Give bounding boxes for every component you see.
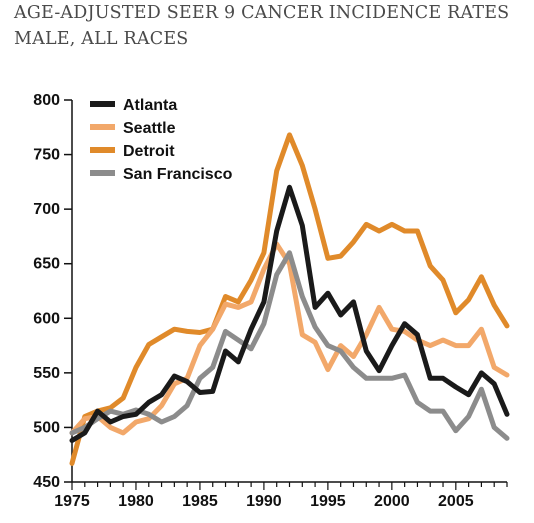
legend-label-detroit: Detroit: [123, 143, 175, 160]
legend-label-seattle: Seattle: [123, 120, 176, 137]
x-tick-label-1975: 1975: [54, 493, 90, 510]
chart-title-line-2: MALE, ALL RACES: [14, 29, 189, 49]
y-tick-label-600: 600: [33, 310, 60, 327]
y-tick-label-450: 450: [33, 474, 60, 491]
series-line-seattle: [69, 241, 510, 436]
legend-label-atlanta: Atlanta: [123, 97, 177, 114]
x-tick-label-1995: 1995: [310, 493, 346, 510]
series-line-san-francisco: [69, 250, 510, 441]
series-line-detroit: [69, 132, 510, 466]
chart-title-line-1: AGE-ADJUSTED SEER 9 CANCER INCIDENCE RAT…: [14, 3, 510, 23]
x-tick-label-2000: 2000: [374, 493, 410, 510]
x-tick-label-1985: 1985: [182, 493, 218, 510]
chart-title: AGE-ADJUSTED SEER 9 CANCER INCIDENCE RAT…: [14, 0, 509, 52]
y-tick-label-800: 800: [33, 92, 60, 109]
y-tick-label-650: 650: [33, 256, 60, 273]
legend-label-san-francisco: San Francisco: [123, 166, 233, 183]
series-line-atlanta: [69, 184, 510, 443]
x-tick-label-1990: 1990: [246, 493, 282, 510]
y-tick-label-500: 500: [33, 419, 60, 436]
x-tick-label-2005: 2005: [438, 493, 474, 510]
y-tick-label-750: 750: [33, 147, 60, 164]
y-tick-label-700: 700: [33, 201, 60, 218]
x-tick-label-1980: 1980: [118, 493, 154, 510]
y-tick-label-550: 550: [33, 365, 60, 382]
